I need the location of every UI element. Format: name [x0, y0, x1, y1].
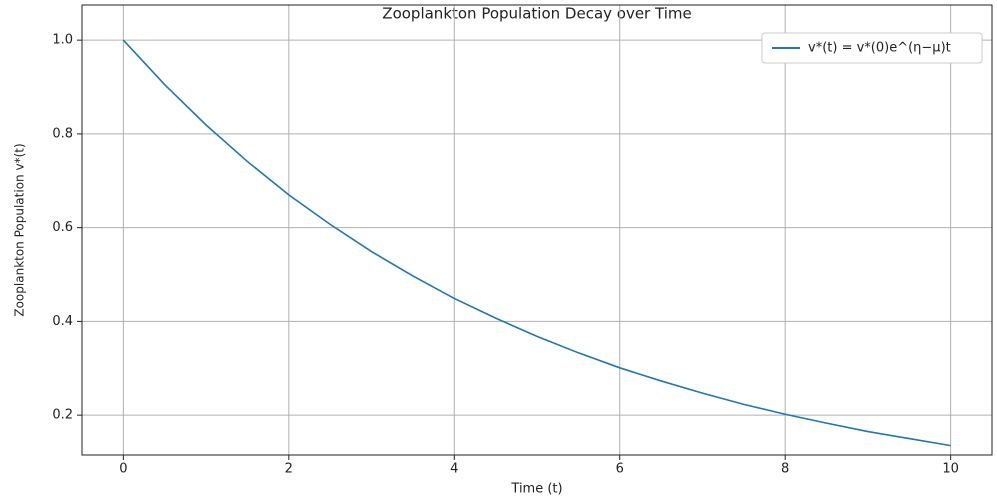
- x-tick-label: 4: [450, 462, 458, 477]
- x-tick-label: 8: [781, 462, 789, 477]
- x-axis-label: Time (t): [510, 482, 562, 497]
- x-tick-label: 10: [942, 462, 959, 477]
- y-tick-label: 0.8: [52, 126, 73, 141]
- line: [122, 39, 951, 447]
- y-tick-label: 1.0: [52, 33, 73, 48]
- y-tick-label: 0.2: [52, 408, 73, 423]
- legend-box: [761, 32, 983, 64]
- plot-frame: [81, 4, 993, 456]
- x-tick-label: 0: [119, 462, 127, 477]
- y-tick-label: 0.4: [52, 314, 73, 329]
- y-tick-label: 0.6: [52, 220, 73, 235]
- x-tick-label: 6: [616, 462, 624, 477]
- x-tick-label: 2: [285, 462, 293, 477]
- legend-label: v*(t) = v*(0)e^(η−μ)t: [808, 41, 951, 56]
- chart-title: Zooplankton Population Decay over Time: [382, 5, 691, 23]
- y-axis-label: Zooplankton Population v*(t): [13, 143, 27, 316]
